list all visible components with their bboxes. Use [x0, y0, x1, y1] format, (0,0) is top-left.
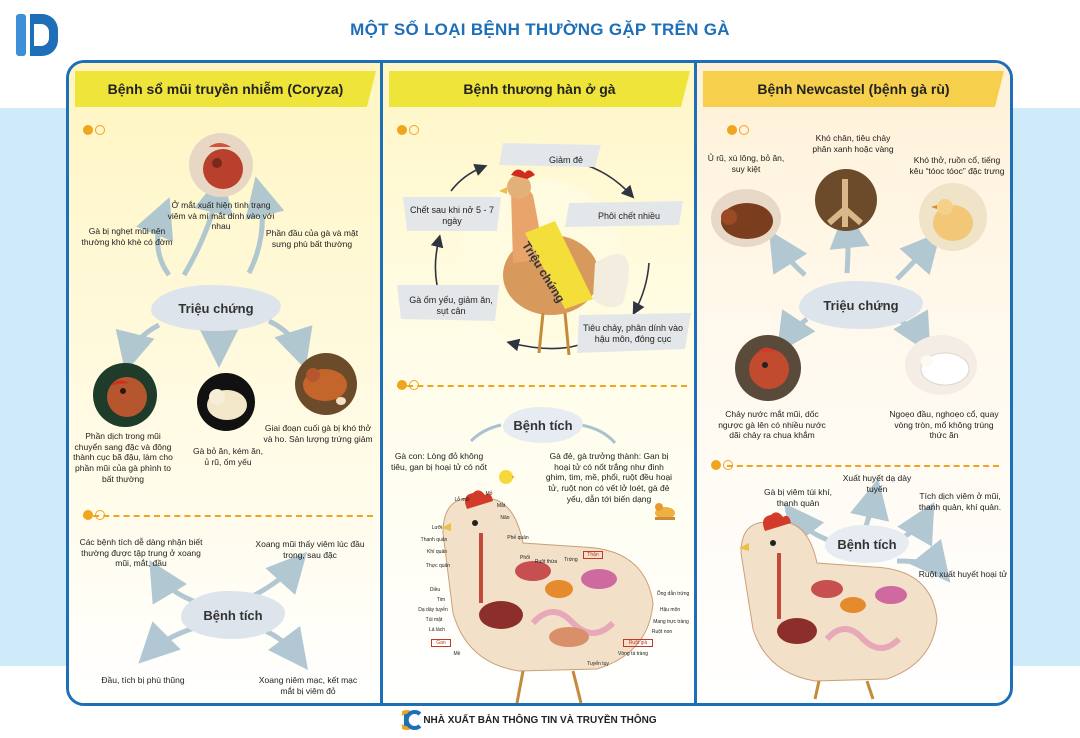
column-newcastle: Bệnh Newcastel (bệnh gà rù) Ủ rũ, xù lôn… — [697, 63, 1010, 703]
lesion-text: Xuất huyết dạ dày tuyến — [842, 473, 912, 494]
anatomy-label: Mề — [453, 651, 461, 657]
chicken-anatomy-diagram — [441, 490, 654, 703]
anatomy-label: Túi mật — [425, 617, 443, 623]
anatomy-label: Vòng tá tràng — [617, 651, 649, 657]
anatomy-label: Phế quản — [507, 535, 529, 541]
symptom-text: Khó thở, ruồn cổ, tiếng kêu “tóoc tóoc” … — [909, 155, 1005, 176]
section-dots-icon — [83, 125, 105, 135]
cycle-step-text: Phôi chết nhiều — [597, 211, 661, 221]
lesions-label: Bệnh tích — [503, 407, 583, 443]
lesions-label: Bệnh tích — [181, 591, 285, 639]
anatomy-label: Mắt — [496, 503, 506, 509]
section-divider — [727, 465, 999, 467]
lesion-text: Xoang mũi thấy viêm lúc đầu trong, sau đ… — [255, 539, 365, 560]
column-heading: Bệnh sổ mũi truyền nhiễm (Coryza) — [75, 71, 376, 107]
lesion-text: Các bệnh tích dễ dàng nhận biết thường đ… — [79, 537, 203, 569]
symptom-text: Ngoẹo đầu, nghoẹo cổ, quay vòng tròn, mổ… — [889, 409, 999, 441]
lesion-text: Đầu, tích bị phù thũng — [101, 675, 185, 685]
symptom-text: Phần dịch trong mũi chuyển sang đặc và đ… — [73, 431, 173, 484]
cycle-step-text: Chết sau khi nở 5 - 7 ngày — [410, 205, 494, 227]
symptoms-label: Triệu chứng — [799, 281, 923, 329]
anatomy-label: Lỗ mũi — [454, 497, 470, 503]
symptom-text: Chảy nước mắt mũi, dốc ngược gà lên có n… — [718, 409, 826, 441]
anatomy-label: Ruột thừa — [534, 559, 558, 565]
lesion-text: Ruột xuất huyết hoại tử — [918, 569, 1008, 579]
column-heading: Bệnh thương hàn ở gà — [389, 71, 690, 107]
chicken-nose-photo — [93, 363, 157, 427]
chick-icon — [499, 470, 515, 484]
rooster-illustration-icon — [499, 169, 629, 356]
publisher-footer: NHÀ XUẤT BẢN THÔNG TIN VÀ TRUYỀN THÔNG — [423, 715, 657, 726]
anatomy-label: Thực quản — [425, 563, 451, 569]
anatomy-label: Mỏ — [485, 491, 493, 497]
chicken-eye-photo — [189, 133, 253, 197]
droopy-chicken-photo — [711, 189, 781, 247]
section-dots-icon — [397, 125, 419, 135]
section-dots-icon — [727, 125, 749, 135]
symptom-text: Giai đoạn cuối gà bị khó thở và ho. Sản … — [263, 423, 373, 444]
anatomy-label: Ống dẫn trứng — [656, 591, 690, 597]
chick-sick-photo — [197, 373, 255, 431]
lesion-text: Tích dịch viêm ở mũi, thanh quản, khí qu… — [918, 491, 1002, 512]
white-chicken-photo — [905, 335, 977, 395]
main-frame: Bệnh sổ mũi truyền nhiễm (Coryza) Ở mắt … — [66, 60, 1013, 706]
lesion-text: Gà bị viêm túi khí, thanh quản — [763, 487, 833, 508]
anatomy-label: Thanh quản — [420, 537, 448, 543]
lesions-label: Bệnh tích — [825, 525, 909, 563]
anatomy-label: Diều — [429, 587, 441, 593]
section-dots-icon — [711, 460, 733, 470]
anatomy-label: Gan — [431, 639, 451, 648]
cycle-diagram — [397, 143, 691, 356]
lesion-text: Gà đẻ, gà trưởng thành: Gan bị hoại tử c… — [545, 451, 673, 504]
column-typhoid: Bệnh thương hàn ở gà — [383, 63, 696, 703]
anatomy-label: Hậu môn — [659, 607, 681, 613]
symptom-text: Ở mắt xuất hiện tình trạng viêm và mí mắ… — [167, 200, 275, 232]
chick-breathing-photo — [919, 183, 987, 251]
symptom-text: Gà bỏ ăn, kém ăn, ủ rũ, ốm yếu — [193, 446, 263, 467]
symptoms-label: Triệu chứng — [151, 285, 281, 331]
column-coryza: Bệnh sổ mũi truyền nhiễm (Coryza) Ở mắt … — [69, 63, 382, 703]
section-dots-icon — [83, 510, 105, 520]
anatomy-label: Mang trực tràng — [653, 619, 689, 625]
cycle-step-text: Giảm đẻ — [548, 155, 583, 165]
page-title: MỘT SỐ LOẠI BỆNH THƯỜNG GẶP TRÊN GÀ — [350, 20, 730, 39]
anatomy-label: Dạ dày tuyến — [418, 607, 448, 613]
anatomy-label: Ruột non — [651, 629, 673, 635]
anatomy-label: Lưỡi — [431, 525, 443, 531]
section-dots-icon — [397, 380, 419, 390]
anatomy-label: Khí quản — [426, 549, 448, 555]
publisher-logo-icon — [16, 14, 58, 56]
anatomy-label: Lá lách — [428, 627, 446, 633]
anatomy-label: Thận — [583, 551, 603, 560]
cycle-step-text: Tiêu chảy, phân dính vào hậu môn, đông c… — [582, 323, 684, 345]
anatomy-label: Não — [500, 515, 510, 521]
symptom-text: Khó chân, tiêu chảy phân xanh hoặc vàng — [812, 133, 894, 154]
section-divider — [83, 515, 373, 517]
section-divider — [397, 385, 687, 387]
lesion-text: Gà con: Lòng đỏ không tiêu, gan bị hoại … — [391, 451, 487, 472]
chicken-drool-photo — [735, 335, 801, 401]
hen-eggs-photo — [295, 353, 357, 415]
anatomy-label: Ruột già — [623, 639, 653, 648]
anatomy-label: Tuyến tụy — [587, 661, 609, 667]
lesion-text: Xoang niêm mạc, kết mạc mắt bị viêm đỏ — [258, 675, 358, 696]
anatomy-label: Phổi — [519, 555, 530, 561]
column-divider — [694, 63, 697, 703]
chicken-anatomy-diagram — [739, 512, 938, 700]
symptom-text: Gà bị nghẹt mũi nên thường khò khè có đờ… — [81, 226, 173, 247]
cycle-step-text: Gà ốm yếu, giảm ăn, sụt cân — [409, 295, 493, 317]
hen-icon — [655, 503, 675, 520]
symptom-text: Ủ rũ, xù lông, bỏ ăn, suy kiệt — [707, 153, 785, 174]
chicken-feet-photo — [815, 169, 877, 231]
ict-publisher-logo-icon — [402, 710, 422, 730]
lesion-arrows — [469, 423, 617, 445]
column-divider — [380, 63, 383, 703]
column-heading: Bệnh Newcastel (bệnh gà rù) — [703, 71, 1004, 107]
anatomy-label: Tim — [436, 597, 446, 603]
anatomy-label: Trứng — [564, 557, 578, 563]
symptom-text: Phần đầu của gà và mặt sưng phù bất thườ… — [265, 228, 359, 249]
